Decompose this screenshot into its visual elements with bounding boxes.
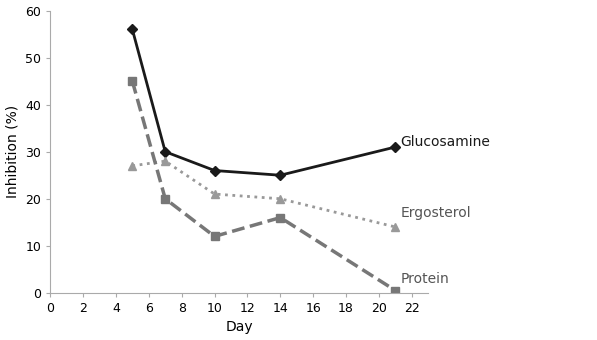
- X-axis label: Day: Day: [226, 320, 253, 335]
- Text: Ergosterol: Ergosterol: [401, 206, 471, 220]
- Y-axis label: Inhibition (%): Inhibition (%): [5, 105, 20, 198]
- Text: Protein: Protein: [401, 272, 449, 286]
- Text: Glucosamine: Glucosamine: [401, 135, 490, 149]
